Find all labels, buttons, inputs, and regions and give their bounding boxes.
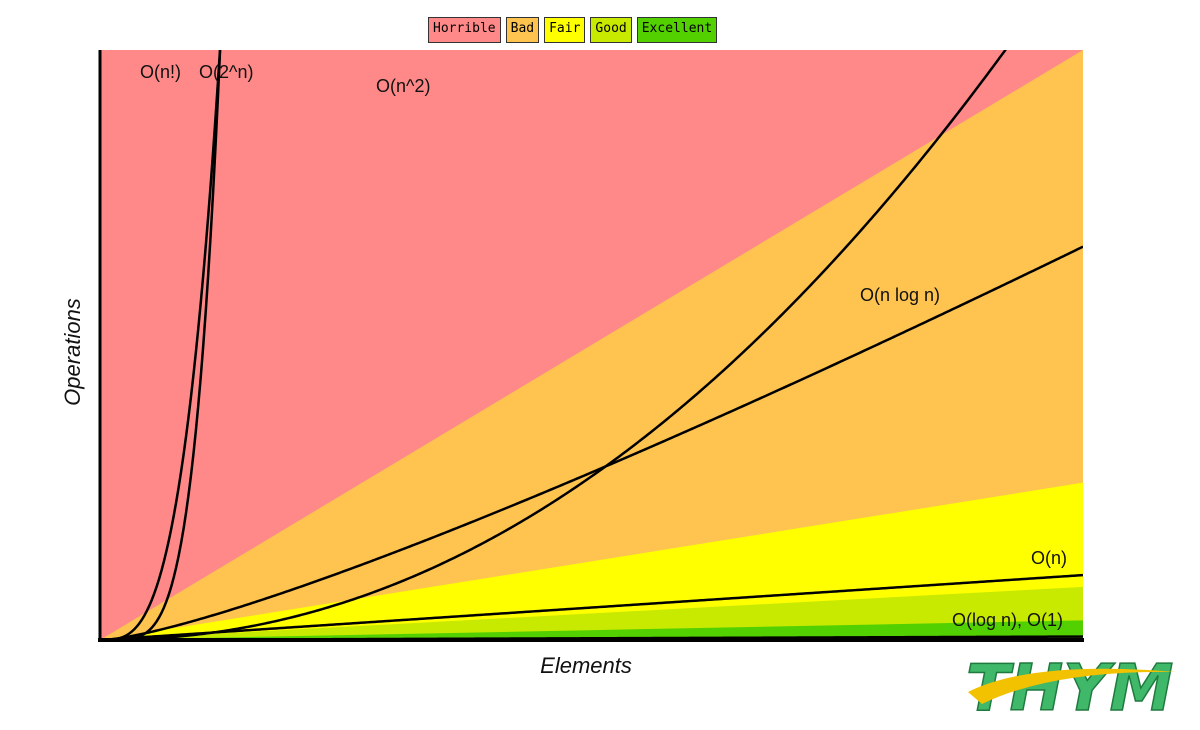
- label-nlogn: O(n log n): [860, 285, 940, 305]
- curve-square: [100, 50, 1007, 640]
- axes: [98, 50, 1084, 642]
- label-quadratic: O(n^2): [376, 76, 430, 96]
- region-excellent: [100, 620, 1083, 640]
- legend: Horrible Bad Fair Good Excellent: [428, 17, 718, 43]
- legend-item-excellent: Excellent: [636, 17, 718, 43]
- logo-text: THYM: [966, 652, 1173, 722]
- legend-item-good: Good: [590, 17, 632, 43]
- legend-item-bad: Bad: [505, 17, 540, 43]
- logo-swoosh: [968, 668, 1176, 704]
- label-log-const: O(log n), O(1): [952, 610, 1063, 630]
- label-linear: O(n): [1031, 548, 1067, 568]
- y-axis-title: Operations: [60, 298, 85, 406]
- complexity-regions: [100, 50, 1083, 640]
- legend-item-fair: Fair: [544, 17, 586, 43]
- legend-item-horrible: Horrible: [428, 17, 501, 43]
- thym-logo: THYM: [965, 652, 1176, 722]
- label-exponential: O(2^n): [199, 62, 253, 82]
- curve-linear: [100, 573, 1083, 640]
- curve-labels: O(n!) O(2^n) O(n^2) O(n log n) O(n) O(lo…: [140, 62, 1067, 630]
- region-bad: [100, 50, 1083, 640]
- curve-nlogn: [100, 245, 1083, 640]
- label-factorial: O(n!): [140, 62, 181, 82]
- x-axis-title: Elements: [540, 653, 632, 678]
